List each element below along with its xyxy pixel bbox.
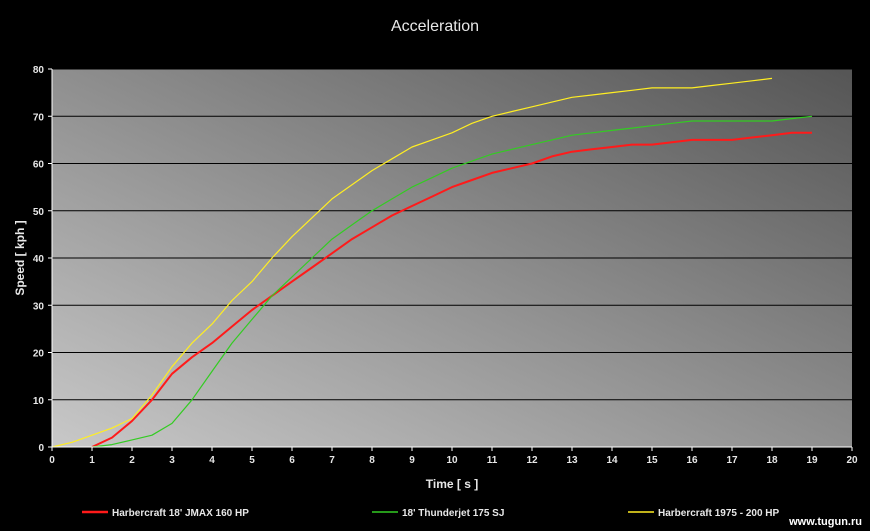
series-line-3 (51, 77, 773, 448)
x-tick-label: 18 (766, 455, 778, 466)
x-tick-label: 1 (89, 455, 95, 466)
x-axis-label: Time [ s ] (426, 477, 478, 491)
tick-labels: 0 1 2 3 4 5 6 7 8 9 10 11 12 13 14 15 16 17 18 19 2001020304… (33, 65, 858, 466)
x-tick-label: 9 (409, 455, 415, 466)
x-tick-label: 20 (846, 455, 858, 466)
series-lines (51, 77, 813, 448)
y-tick-label: 20 (33, 349, 45, 360)
series-line-2 (91, 115, 813, 448)
x-tick-label: 10 (446, 455, 458, 466)
x-tick-label: 7 (329, 455, 335, 466)
x-tick-label: 2 (129, 455, 135, 466)
x-tick-label: 16 (686, 455, 698, 466)
y-tick-label: 10 (33, 396, 45, 407)
y-tick-label: 30 (33, 301, 45, 312)
x-tick-label: 14 (606, 455, 618, 466)
x-tick-label: 4 (209, 455, 215, 466)
x-tick-label: 3 (169, 455, 175, 466)
x-tick-label: 5 (249, 455, 255, 466)
grid-lines (52, 68, 852, 401)
legend-label-1: Harbercraft 18' JMAX 160 HP (112, 508, 249, 519)
y-tick-label: 40 (33, 254, 45, 265)
legend-label-3: Harbercraft 1975 - 200 HP (658, 508, 780, 519)
y-tick-label: 60 (33, 160, 45, 171)
x-tick-label: 11 (487, 455, 498, 466)
legend: Harbercraft 18' JMAX 160 HP 18' Thunderje… (82, 508, 780, 519)
chart-title: Acceleration (391, 18, 479, 35)
y-tick-label: 80 (33, 65, 45, 76)
x-tick-label: 0 (49, 455, 55, 466)
series-line-1 (91, 131, 812, 448)
y-tick-label: 70 (33, 112, 45, 123)
axes (48, 68, 853, 451)
watermark-text: www.tugun.ru (788, 516, 862, 528)
x-tick-label: 15 (646, 455, 658, 466)
legend-label-2: 18' Thunderjet 175 SJ (402, 508, 504, 519)
x-tick-label: 8 (369, 455, 375, 466)
x-tick-label: 19 (806, 455, 818, 466)
x-tick-label: 17 (726, 455, 738, 466)
x-tick-label: 13 (566, 455, 578, 466)
y-tick-label: 0 (38, 443, 44, 454)
x-tick-label: 12 (526, 455, 538, 466)
x-tick-label: 6 (289, 455, 295, 466)
y-tick-label: 50 (33, 207, 45, 218)
y-axis-label: Speed [ kph ] (13, 220, 27, 295)
